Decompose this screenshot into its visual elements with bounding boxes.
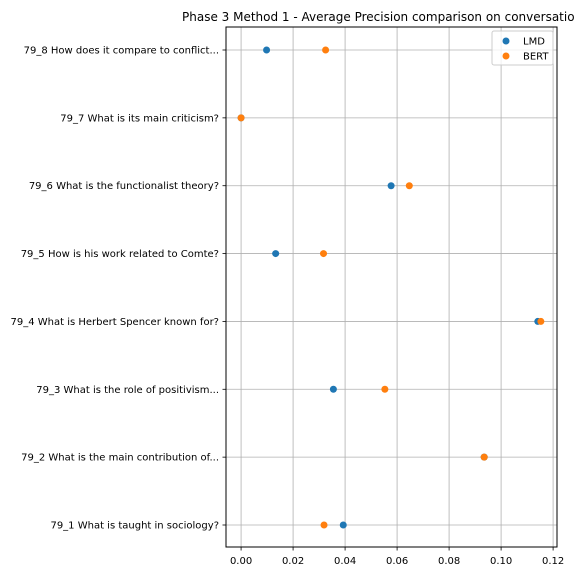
y-tick-label: 79_4 What is Herbert Spencer known for? [10, 317, 219, 328]
x-tick-label: 0.06 [386, 556, 408, 567]
y-tick-label: 79_5 How is his work related to Comte? [21, 249, 219, 260]
y-tick-label: 79_7 What is its main criticism? [60, 113, 219, 124]
data-point-bert [381, 385, 389, 393]
y-tick-label: 79_8 How does it compare to conflict... [24, 46, 219, 57]
plot-frame [225, 26, 558, 548]
chart-title: Phase 3 Method 1 - Average Precision com… [182, 10, 575, 24]
x-tick-label: 0.00 [230, 556, 252, 567]
data-point-bert [537, 317, 545, 325]
data-point-bert [405, 182, 413, 190]
points-layer [237, 46, 545, 529]
data-point-bert [480, 453, 488, 461]
ticks-layer: 0.00 0.02 0.04 0.06 0.08 0.10 0.12 79_8 How doe… [10, 46, 564, 568]
grid-layer [226, 27, 557, 547]
data-point-lmd [329, 385, 337, 393]
y-tick-label: 79_2 What is the main contribution of... [21, 453, 219, 464]
data-point-lmd [272, 250, 280, 258]
data-point-lmd [387, 182, 395, 190]
x-tick-label: 0.04 [334, 556, 356, 567]
x-tick-label: 0.10 [490, 556, 512, 567]
data-point-lmd [339, 521, 347, 529]
data-point-bert [320, 250, 328, 258]
legend-label-bert: BERT [523, 52, 549, 63]
data-point-bert [320, 521, 328, 529]
legend-label-lmd: LMD [523, 37, 545, 48]
x-tick-label: 0.12 [542, 556, 564, 567]
data-point-bert [237, 114, 245, 122]
x-tick-label: 0.08 [438, 556, 460, 567]
y-tick-label: 79_1 What is taught in sociology? [50, 521, 219, 532]
y-tick-label: 79_6 What is the functionalist theory? [29, 181, 219, 192]
y-tick-label: 79_3 What is the role of positivism... [36, 385, 219, 396]
legend-marker-bert [502, 52, 510, 60]
x-tick-label: 0.02 [282, 556, 304, 567]
legend-marker-lmd [502, 37, 510, 45]
data-point-lmd [263, 46, 271, 54]
legend: LMD BERT [491, 30, 554, 66]
data-point-bert [322, 46, 330, 54]
